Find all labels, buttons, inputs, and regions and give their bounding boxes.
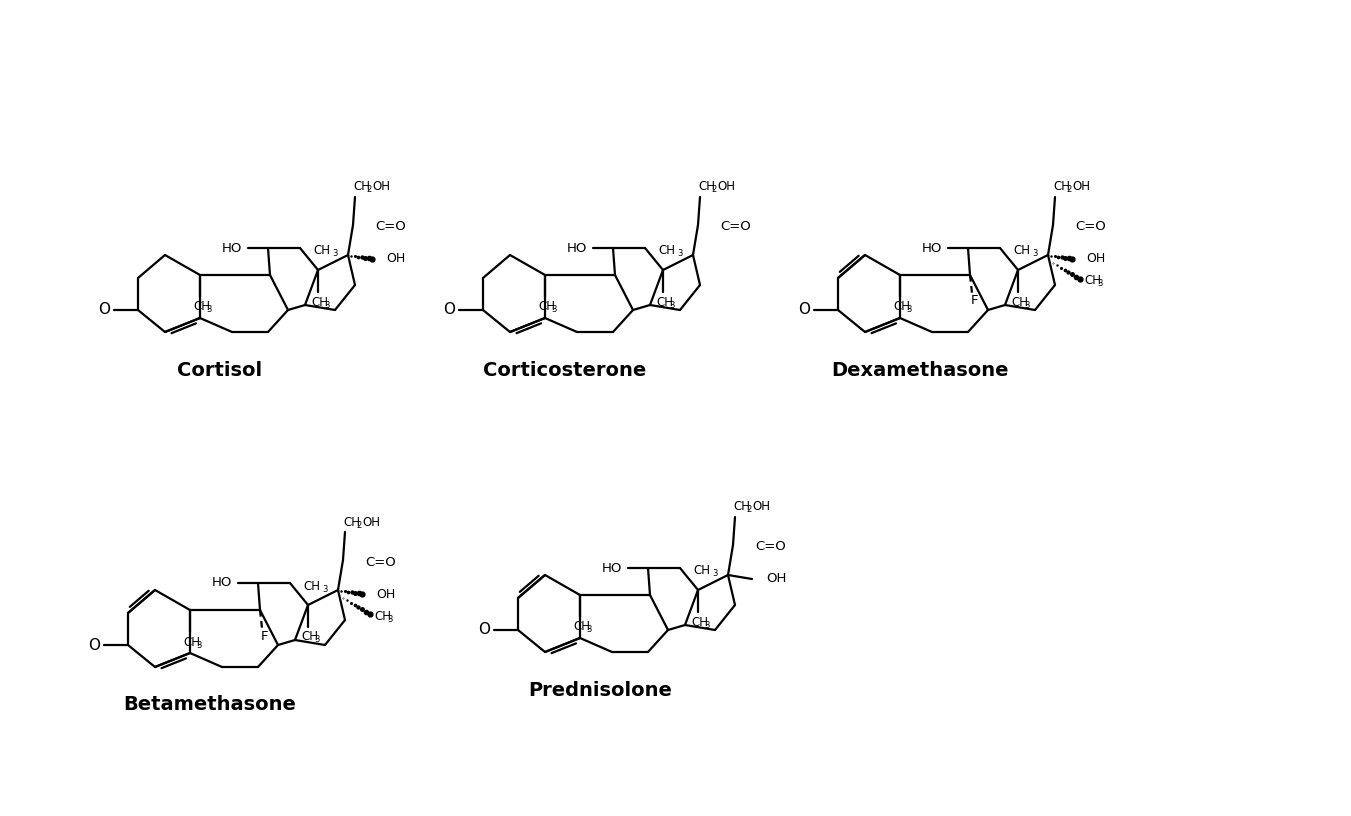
- Text: C=O: C=O: [720, 220, 751, 233]
- Text: 3: 3: [332, 250, 338, 259]
- Text: 3: 3: [386, 614, 392, 623]
- Text: 3: 3: [1097, 280, 1102, 289]
- Text: OH: OH: [376, 588, 396, 601]
- Text: HO: HO: [222, 242, 242, 255]
- Text: C=O: C=O: [755, 540, 786, 553]
- Text: CH: CH: [657, 295, 673, 308]
- Text: C=O: C=O: [365, 556, 396, 569]
- Text: OH: OH: [717, 180, 735, 193]
- Text: O: O: [99, 303, 109, 317]
- Text: 3: 3: [677, 250, 682, 259]
- Text: CH: CH: [1013, 245, 1029, 258]
- Text: 2: 2: [357, 521, 361, 530]
- Text: 3: 3: [196, 641, 201, 650]
- Text: 3: 3: [704, 620, 709, 629]
- Text: CH: CH: [374, 610, 390, 623]
- Text: CH: CH: [313, 245, 330, 258]
- Text: O: O: [443, 303, 455, 317]
- Text: CH: CH: [311, 295, 328, 308]
- Text: Dexamethasone: Dexamethasone: [831, 361, 1009, 379]
- Text: O: O: [88, 637, 100, 653]
- Text: CH: CH: [573, 620, 590, 633]
- Text: 3: 3: [324, 300, 330, 309]
- Text: 2: 2: [711, 185, 716, 194]
- Text: 3: 3: [313, 636, 319, 645]
- Text: CH: CH: [193, 300, 209, 313]
- Text: CH: CH: [1052, 180, 1070, 193]
- Text: Corticosterone: Corticosterone: [484, 361, 647, 379]
- Text: CH: CH: [734, 500, 750, 513]
- Text: HO: HO: [567, 242, 588, 255]
- Text: 3: 3: [551, 305, 557, 314]
- Text: CH: CH: [693, 565, 711, 578]
- Text: 3: 3: [322, 584, 327, 593]
- Text: CH: CH: [353, 180, 370, 193]
- Text: CH: CH: [182, 636, 200, 649]
- Text: CH: CH: [538, 300, 555, 313]
- Text: C=O: C=O: [376, 220, 405, 233]
- Text: 2: 2: [746, 505, 751, 515]
- Text: OH: OH: [753, 500, 770, 513]
- Text: 3: 3: [712, 570, 717, 579]
- Text: OH: OH: [1086, 252, 1105, 265]
- Text: HO: HO: [921, 242, 942, 255]
- Text: 3: 3: [1024, 300, 1029, 309]
- Text: CH: CH: [698, 180, 715, 193]
- Text: CH: CH: [303, 579, 320, 592]
- Text: OH: OH: [386, 252, 405, 265]
- Text: OH: OH: [362, 516, 380, 529]
- Text: 3: 3: [586, 626, 592, 635]
- Text: CH: CH: [690, 615, 708, 628]
- Text: O: O: [478, 623, 490, 637]
- Text: F: F: [970, 295, 978, 308]
- Text: 3: 3: [205, 305, 211, 314]
- Text: HO: HO: [212, 576, 232, 589]
- Text: Prednisolone: Prednisolone: [528, 681, 671, 699]
- Text: OH: OH: [372, 180, 390, 193]
- Text: 3: 3: [669, 300, 674, 309]
- Text: 3: 3: [1032, 250, 1038, 259]
- Text: CH: CH: [1011, 295, 1028, 308]
- Text: Cortisol: Cortisol: [177, 361, 262, 379]
- Text: O: O: [798, 303, 811, 317]
- Text: CH: CH: [301, 631, 317, 644]
- Text: CH: CH: [658, 245, 676, 258]
- Text: C=O: C=O: [1075, 220, 1105, 233]
- Text: OH: OH: [766, 573, 786, 586]
- Text: HO: HO: [601, 561, 623, 574]
- Text: OH: OH: [1071, 180, 1090, 193]
- Text: CH: CH: [343, 516, 359, 529]
- Text: 2: 2: [1066, 185, 1071, 194]
- Text: F: F: [261, 629, 267, 642]
- Text: CH: CH: [893, 300, 911, 313]
- Text: 3: 3: [907, 305, 912, 314]
- Text: Betamethasone: Betamethasone: [123, 695, 296, 715]
- Text: 2: 2: [366, 185, 372, 194]
- Text: CH: CH: [1084, 274, 1101, 287]
